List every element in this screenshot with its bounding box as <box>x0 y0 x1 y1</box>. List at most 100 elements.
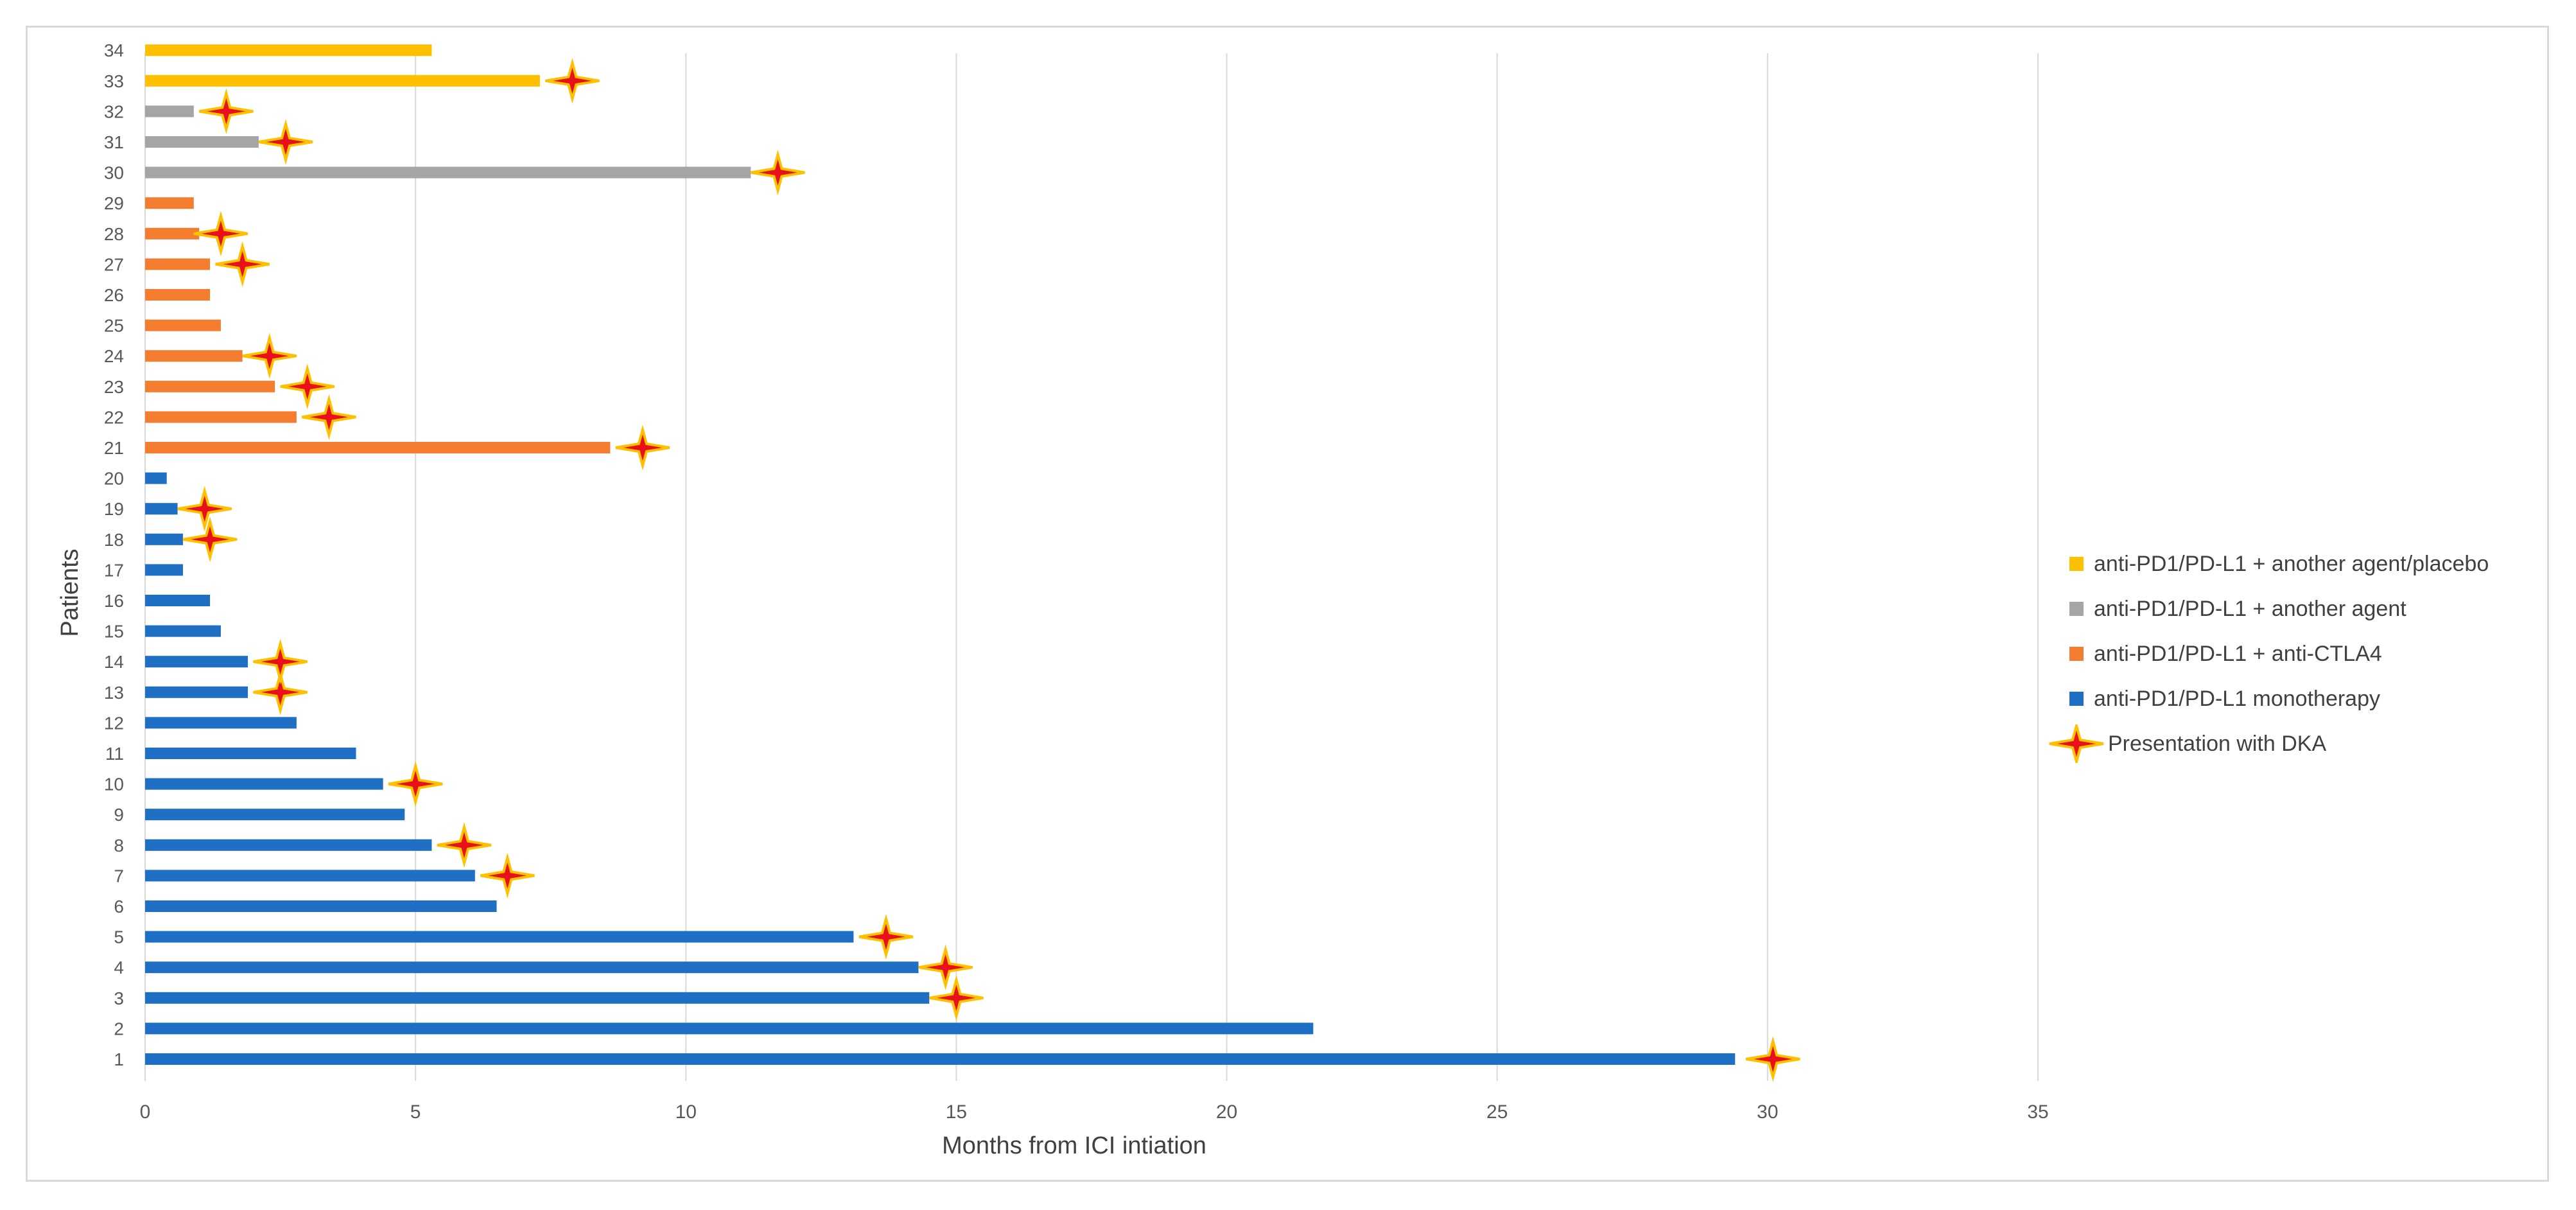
dka-marker-patient-4 <box>918 944 973 990</box>
bar-patient-2 <box>145 1022 1314 1035</box>
y-tick-label: 4 <box>114 958 124 978</box>
dka-marker-patient-18 <box>182 516 238 563</box>
dka-marker-patient-13 <box>253 669 308 715</box>
bar-patient-27 <box>145 258 211 270</box>
y-tick-label: 20 <box>104 469 124 489</box>
x-tick-label: 0 <box>140 1101 151 1123</box>
y-tick-label: 11 <box>105 744 124 764</box>
y-tick-label: 25 <box>104 316 124 336</box>
bar-patient-14 <box>145 656 248 668</box>
bar-patient-3 <box>145 992 930 1004</box>
chart-frame: 1 2 3 4 5 6 7 8 9 10 11 12 13 14 15 16 17 18 19 20 21 22 23 24 2… <box>26 26 2549 1182</box>
y-tick-label: 8 <box>114 836 124 855</box>
dka-marker-patient-21 <box>615 425 670 471</box>
y-tick-label: 22 <box>104 407 124 427</box>
y-tick-label: 34 <box>104 40 124 60</box>
bar-patient-7 <box>145 870 475 882</box>
bar-patient-21 <box>145 442 611 453</box>
legend: anti-PD1/PD-L1 + another agent/placebo a… <box>2049 541 2489 766</box>
y-tick-label: 3 <box>114 988 124 1008</box>
legend-item-placebo: anti-PD1/PD-L1 + another agent/placebo <box>2069 541 2489 586</box>
y-tick-label: 1 <box>114 1049 124 1069</box>
bar-patient-29 <box>145 197 194 209</box>
bar-patient-31 <box>145 136 259 148</box>
y-tick-label: 23 <box>104 377 124 397</box>
dka-marker-patient-3 <box>929 975 984 1021</box>
bar-patient-23 <box>145 380 275 392</box>
y-tick-label: 17 <box>104 560 124 580</box>
legend-item-dka: Presentation with DKA <box>2049 721 2489 766</box>
y-tick-label: 19 <box>104 499 124 519</box>
bar-patient-9 <box>145 809 405 821</box>
bar-patient-16 <box>145 595 211 606</box>
x-tick-label: 35 <box>2027 1101 2048 1123</box>
y-tick-label: 16 <box>104 591 124 611</box>
y-tick-label: 2 <box>114 1019 124 1039</box>
legend-swatch <box>2069 647 2084 661</box>
bar-patient-15 <box>145 625 221 637</box>
legend-swatch <box>2069 602 2084 616</box>
dka-marker-patient-23 <box>280 364 335 410</box>
dka-marker-patient-22 <box>302 394 356 441</box>
bar-patient-20 <box>145 472 167 484</box>
dka-marker-patient-24 <box>242 333 297 379</box>
y-tick-label: 10 <box>104 775 124 794</box>
bar-patient-28 <box>145 227 200 240</box>
x-tick-label: 5 <box>410 1101 421 1123</box>
x-tick-label: 10 <box>675 1101 697 1123</box>
dka-marker-patient-1 <box>1745 1036 1800 1082</box>
dka-marker-patient-33 <box>545 58 600 104</box>
x-axis-title: Months from ICI intiation <box>942 1132 1206 1159</box>
y-tick-label: 14 <box>104 652 124 672</box>
bar-chart: 1234567891011121314151617181920212223242… <box>57 40 2049 1159</box>
dka-marker-patient-32 <box>199 88 254 135</box>
legend-item-another-agent: anti-PD1/PD-L1 + another agent <box>2069 586 2489 631</box>
x-tick-label: 15 <box>946 1101 967 1123</box>
y-tick-label: 26 <box>104 285 124 305</box>
y-tick-label: 28 <box>104 224 124 244</box>
bar-patient-4 <box>145 961 919 974</box>
y-tick-label: 33 <box>104 71 124 91</box>
legend-label: anti-PD1/PD-L1 + anti-CTLA4 <box>2094 641 2382 666</box>
dka-marker-patient-5 <box>858 913 914 960</box>
legend-item-anti-ctla4: anti-PD1/PD-L1 + anti-CTLA4 <box>2069 631 2489 676</box>
dka-marker-patient-14 <box>253 638 308 685</box>
bar-patient-22 <box>145 411 297 423</box>
bar-patient-25 <box>145 319 221 331</box>
legend-label: anti-PD1/PD-L1 + another agent <box>2094 596 2406 621</box>
legend-label: anti-PD1/PD-L1 + another agent/placebo <box>2094 551 2489 576</box>
dka-marker-patient-30 <box>751 149 805 196</box>
bar-patient-34 <box>145 44 432 57</box>
y-tick-label: 29 <box>104 193 124 213</box>
bar-patient-8 <box>145 839 432 851</box>
dka-marker-patient-19 <box>177 486 232 532</box>
dka-marker-patient-10 <box>388 760 443 807</box>
bar-patient-12 <box>145 717 297 729</box>
bar-patient-32 <box>145 105 194 118</box>
y-tick-label: 15 <box>104 622 124 642</box>
y-tick-label: 5 <box>114 927 124 947</box>
legend-item-monotherapy: anti-PD1/PD-L1 monotherapy <box>2069 676 2489 721</box>
bar-patient-33 <box>145 75 540 87</box>
bar-patient-24 <box>145 350 243 362</box>
legend-label: anti-PD1/PD-L1 monotherapy <box>2094 686 2381 711</box>
bar-patient-1 <box>145 1053 1736 1065</box>
bar-patient-26 <box>145 289 211 301</box>
y-tick-label: 24 <box>104 346 124 366</box>
y-tick-label: 12 <box>104 713 124 733</box>
bar-patient-19 <box>145 503 178 515</box>
dka-marker-patient-8 <box>437 822 492 868</box>
y-tick-label: 30 <box>104 163 124 183</box>
x-tick-label: 25 <box>1486 1101 1508 1123</box>
y-tick-label: 32 <box>104 101 124 121</box>
dka-star-icon <box>2049 724 2104 763</box>
x-tick-label: 30 <box>1757 1101 1778 1123</box>
legend-swatch <box>2069 557 2084 571</box>
legend-swatch <box>2069 692 2084 706</box>
y-tick-label: 6 <box>114 897 124 916</box>
dka-marker-patient-27 <box>215 241 270 288</box>
dka-marker-patient-31 <box>258 119 313 165</box>
bar-patient-11 <box>145 748 356 759</box>
y-tick-label: 27 <box>104 254 124 274</box>
y-tick-label: 7 <box>114 866 124 886</box>
